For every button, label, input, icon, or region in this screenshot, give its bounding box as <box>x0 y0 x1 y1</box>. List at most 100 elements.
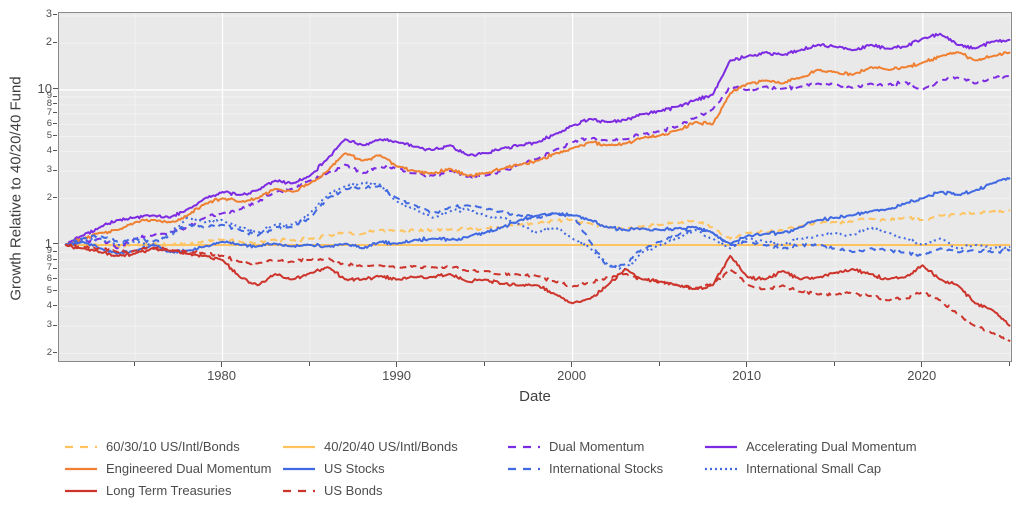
y-tick-label: 7 <box>46 262 52 274</box>
x-tick-label: 1990 <box>382 368 412 383</box>
y-tick-label: 3 <box>45 8 52 21</box>
y-tick-mark <box>53 243 58 245</box>
legend-swatch-us-bonds <box>283 489 315 492</box>
y-tick-label: 6 <box>46 272 52 284</box>
legend-label: 40/20/40 US/Intl/Bonds <box>324 439 458 454</box>
y-tick-mark <box>53 290 57 292</box>
legend-label: International Small Cap <box>746 461 882 476</box>
legend-swatch-dual-momentum <box>508 445 540 448</box>
y-tick-label: 6 <box>46 117 52 129</box>
y-tick-label: 4 <box>46 299 52 311</box>
x-tick-mark <box>833 362 835 366</box>
legend-swatch-us-stocks <box>283 467 315 470</box>
x-tick-mark <box>658 362 660 366</box>
y-tick-mark <box>53 95 57 97</box>
x-tick-mark <box>746 362 748 367</box>
legend-item-international-small-cap: International Small Cap <box>704 458 1004 479</box>
legend-label: Engineered Dual Momentum <box>106 461 272 476</box>
legend-label: Accelerating Dual Momentum <box>746 439 917 454</box>
legend-swatch-international-stocks <box>508 467 540 470</box>
legend-item-international-stocks: International Stocks <box>507 458 704 479</box>
y-tick-label: 8 <box>46 253 52 265</box>
legend-item-us-bonds: US Bonds <box>282 480 507 501</box>
legend-item-us-stocks: US Stocks <box>282 458 507 479</box>
series-line-long-term-treasuries <box>64 243 1011 327</box>
legend-swatch-60-30-10-us-intl-bonds <box>65 445 97 448</box>
y-tick-label: 7 <box>46 107 52 119</box>
legend-swatch-engineered-dual-momentum <box>65 467 97 470</box>
series-line-accelerating-dual-momentum <box>64 32 1011 246</box>
y-tick-label: 3 <box>46 319 52 331</box>
legend-item-accelerating-dual-momentum: Accelerating Dual Momentum <box>704 436 1004 457</box>
legend-label: US Stocks <box>324 461 385 476</box>
y-tick-mark <box>53 196 57 198</box>
y-tick-mark <box>53 169 57 171</box>
x-tick-mark <box>483 362 485 366</box>
series-line-dual-momentum <box>64 74 1011 250</box>
series-line-60-30-10-us-intl-bonds <box>64 209 1011 249</box>
plot-panel <box>58 12 1012 362</box>
y-tick-label: 9 <box>46 245 52 257</box>
series-line-us-stocks <box>64 177 1011 255</box>
x-tick-mark <box>396 362 398 367</box>
series-line-international-small-cap <box>64 181 1011 270</box>
legend-label: 60/30/10 US/Intl/Bonds <box>106 439 240 454</box>
x-tick-mark <box>308 362 310 366</box>
x-tick-mark <box>571 362 573 367</box>
y-tick-label: 2 <box>45 35 52 48</box>
y-tick-mark <box>53 250 57 252</box>
legend-swatch-long-term-treasuries <box>65 489 97 492</box>
y-tick-label: 9 <box>46 90 52 102</box>
x-tick-label: 1980 <box>207 368 236 383</box>
legend-swatch-accelerating-dual-momentum <box>705 445 737 448</box>
legend-label: Long Term Treasuries <box>106 483 232 498</box>
y-tick-label: 2 <box>46 191 52 203</box>
x-tick-mark <box>1008 362 1010 366</box>
legend-item-engineered-dual-momentum: Engineered Dual Momentum <box>64 458 282 479</box>
x-tick-mark <box>221 362 223 367</box>
y-tick-mark <box>53 103 57 105</box>
legend-label: International Stocks <box>549 461 664 476</box>
y-tick-mark <box>53 41 57 43</box>
y-tick-label: 1 <box>44 236 52 252</box>
legend-item-40-20-40-us-intl-bonds: 40/20/40 US/Intl/Bonds <box>282 436 507 457</box>
y-tick-mark <box>53 267 57 269</box>
y-tick-label: 10 <box>37 81 52 97</box>
legend-item-long-term-treasuries: Long Term Treasuries <box>64 480 282 501</box>
y-tick-label: 2 <box>46 346 52 358</box>
legend: 60/30/10 US/Intl/Bonds 40/20/40 US/Intl/B… <box>64 436 1004 501</box>
x-tick-label: 2010 <box>732 368 762 383</box>
y-tick-label: 8 <box>46 98 52 110</box>
plot-canvas <box>59 13 1011 361</box>
x-tick-mark <box>921 362 923 367</box>
y-tick-label: 3 <box>46 164 52 176</box>
legend-label: US Bonds <box>324 483 383 498</box>
y-tick-mark <box>53 135 57 137</box>
legend-swatch-international-small-cap <box>705 467 737 470</box>
x-tick-label: 2000 <box>557 368 587 383</box>
y-tick-mark <box>53 258 57 260</box>
y-tick-label: 5 <box>46 284 52 296</box>
series-line-us-bonds <box>64 243 1011 343</box>
y-tick-mark <box>53 305 57 307</box>
legend-item-60-30-10-us-intl-bonds: 60/30/10 US/Intl/Bonds <box>64 436 282 457</box>
x-axis-title: Date <box>519 388 551 405</box>
legend-label: Dual Momentum <box>549 439 645 454</box>
y-tick-mark <box>53 122 57 124</box>
y-tick-mark <box>53 150 57 152</box>
x-tick-mark <box>133 362 135 366</box>
y-tick-mark <box>53 14 57 16</box>
y-tick-mark <box>53 324 57 326</box>
x-tick-label: 2020 <box>907 368 937 383</box>
y-tick-mark <box>53 112 57 114</box>
legend-item-dual-momentum: Dual Momentum <box>507 436 704 457</box>
series-line-international-stocks <box>64 185 1011 269</box>
series-line-engineered-dual-momentum <box>64 51 1011 246</box>
y-tick-mark <box>53 88 58 90</box>
y-tick-mark <box>53 351 57 353</box>
y-tick-label: 5 <box>46 129 52 141</box>
y-tick-mark <box>53 277 57 279</box>
y-tick-label: 4 <box>46 144 52 156</box>
legend-swatch-40-20-40-us-intl-bonds <box>283 445 315 448</box>
